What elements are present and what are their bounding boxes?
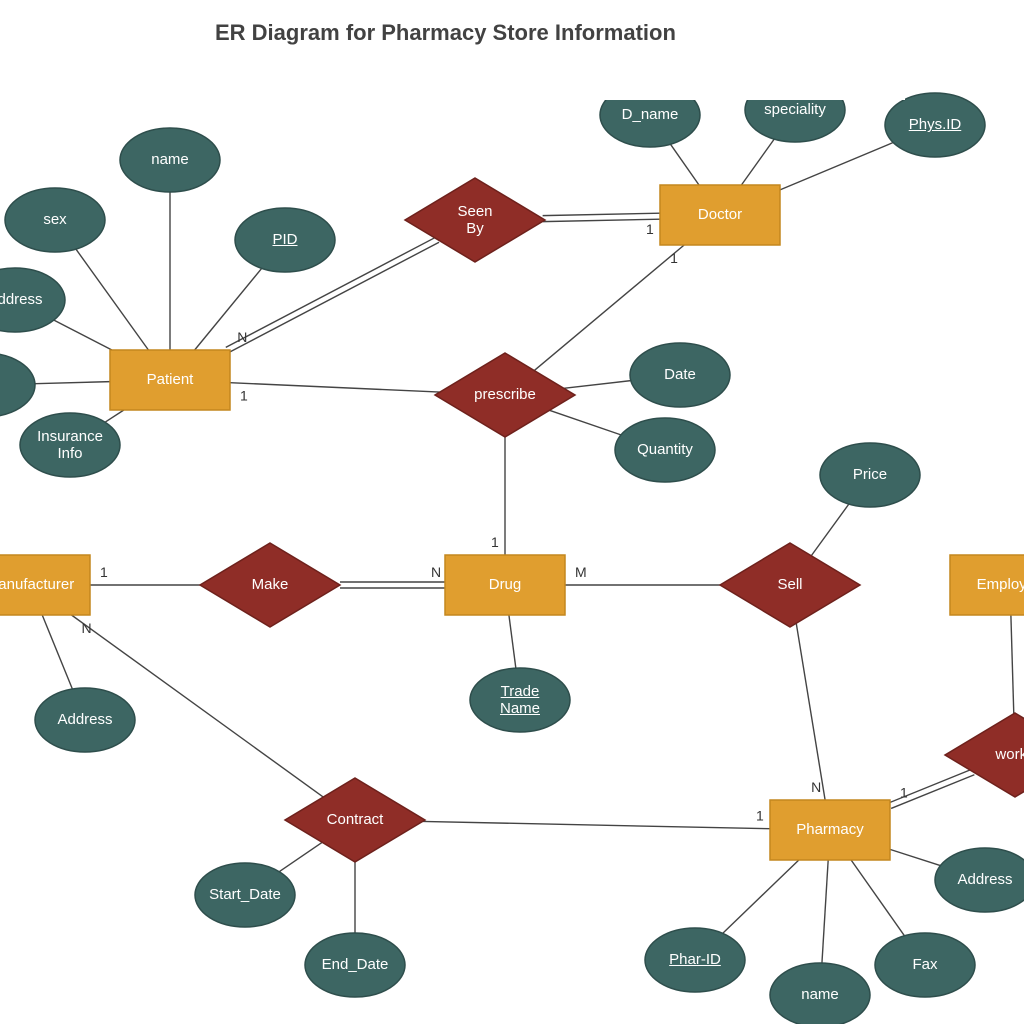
p_name-shape xyxy=(120,128,220,192)
employee-shape xyxy=(950,555,1024,615)
pharmacy-shape xyxy=(770,800,890,860)
ph_pharid-shape xyxy=(645,928,745,992)
nodes-layer xyxy=(0,0,1024,1024)
ph_name-shape xyxy=(770,963,870,1024)
p_phone-shape xyxy=(0,353,35,417)
prescribe-shape xyxy=(435,353,575,437)
d_physid-shape xyxy=(885,93,985,157)
p_insurance-shape xyxy=(20,413,120,477)
drug-shape xyxy=(445,555,565,615)
patient-shape xyxy=(110,350,230,410)
ct_end-shape xyxy=(305,933,405,997)
ph_fax-shape xyxy=(875,933,975,997)
dr_trade-shape xyxy=(470,668,570,732)
doctor-shape xyxy=(660,185,780,245)
mf_address-shape xyxy=(35,688,135,752)
title-text: ER Diagram for Pharmacy Store Informatio… xyxy=(215,20,676,45)
seen_by-shape xyxy=(405,178,545,262)
pr_date-shape xyxy=(630,343,730,407)
manufacturer-shape xyxy=(0,555,90,615)
ct_start-shape xyxy=(195,863,295,927)
sell_price-shape xyxy=(820,443,920,507)
pr_qty-shape xyxy=(615,418,715,482)
p_pid-shape xyxy=(235,208,335,272)
ph_address-shape xyxy=(935,848,1024,912)
page-title: ER Diagram for Pharmacy Store Informatio… xyxy=(195,10,905,100)
p_address-shape xyxy=(0,268,65,332)
sell-shape xyxy=(720,543,860,627)
make-shape xyxy=(200,543,340,627)
contract-shape xyxy=(285,778,425,862)
works-shape xyxy=(945,713,1024,797)
p_sex-shape xyxy=(5,188,105,252)
